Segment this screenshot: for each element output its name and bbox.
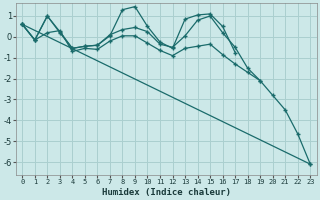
X-axis label: Humidex (Indice chaleur): Humidex (Indice chaleur) xyxy=(102,188,231,197)
